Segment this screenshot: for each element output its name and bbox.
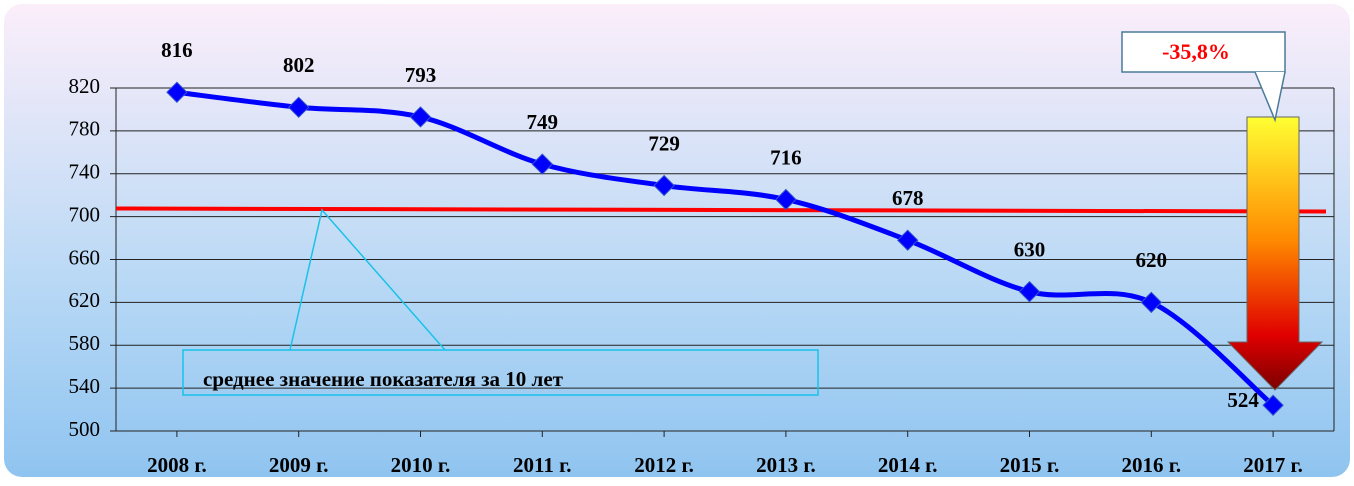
arrow [1226, 116, 1324, 391]
x-tick-label: 2008 г. [147, 453, 207, 477]
data-label: 620 [1136, 248, 1168, 272]
marker [409, 106, 432, 128]
data-label: 793 [405, 63, 437, 87]
callout-text: среднее значение показателя за 10 лет [203, 367, 564, 391]
x-tick-label: 2016 г. [1121, 453, 1181, 477]
marker [1262, 394, 1284, 416]
data-label: 630 [1014, 237, 1046, 261]
annotation-box [1121, 31, 1286, 73]
y-tick-label: 780 [69, 117, 101, 141]
x-tick-label: 2011 г. [513, 453, 572, 477]
plot-area: 500 540 580 620 660 700 740 780 820 2008 г. 2009 г… [69, 38, 1335, 477]
x-tick-label: 2012 г. [634, 453, 694, 477]
marker [287, 96, 310, 119]
y-tick-label: 580 [69, 331, 101, 355]
x-tick-label: 2017 г. [1243, 453, 1303, 477]
average-line [115, 206, 1327, 214]
series-line [176, 89, 1275, 408]
y-tick-label: 700 [69, 202, 101, 226]
annotation: -35,8% [1162, 39, 1230, 64]
data-label: 729 [648, 131, 680, 155]
x-tick-label: 2009 г. [269, 453, 329, 477]
x-tick-label: 2013 г. [756, 453, 816, 477]
marker [896, 229, 919, 251]
y-tick-label: 540 [69, 374, 101, 398]
avg-callout: среднее значение показателя за 10 лет [182, 208, 819, 396]
callout-box [182, 349, 819, 396]
y-tick-label: 620 [69, 288, 101, 312]
data-label: 678 [892, 186, 924, 210]
x-tick-label: 2014 г. [878, 453, 938, 477]
data-label: 802 [283, 53, 315, 77]
background [4, 4, 1350, 477]
y-tick-label: 660 [69, 245, 101, 269]
x-tick-label: 2010 г. [391, 453, 451, 477]
marker [531, 153, 554, 175]
x-tick-label: 2015 г. [1000, 453, 1060, 477]
y-tick-label: 820 [69, 74, 101, 98]
marker [166, 81, 188, 103]
annotation-pointer [1254, 71, 1286, 123]
marker [1140, 291, 1163, 314]
callout-pointer [289, 208, 446, 351]
marker [653, 174, 675, 197]
y-tick-label: 500 [69, 417, 101, 441]
decline-arrow: -35,8% [1121, 31, 1324, 391]
data-label: 749 [527, 110, 559, 134]
data-label: 816 [161, 38, 193, 62]
marker [1018, 280, 1041, 303]
data-label: 716 [770, 145, 802, 169]
y-tick-label: 740 [69, 160, 101, 184]
data-label: 524 [1227, 388, 1259, 412]
marker [775, 188, 797, 211]
